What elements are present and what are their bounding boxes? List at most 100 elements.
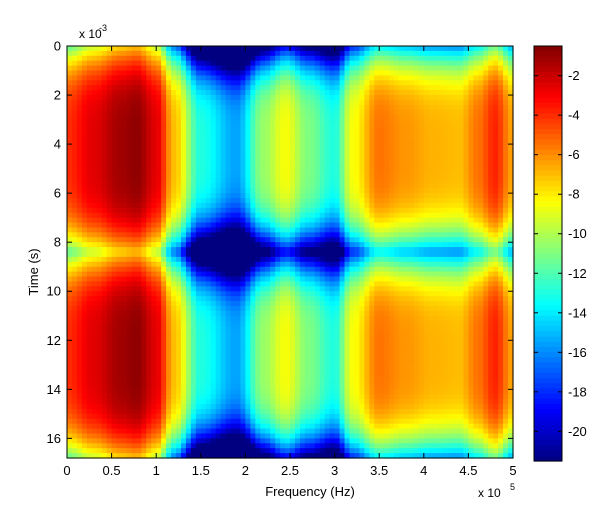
heatmap-cell — [106, 188, 113, 194]
heatmap-cell — [220, 237, 227, 243]
heatmap-cell — [86, 305, 93, 312]
heatmap-cell — [255, 109, 261, 116]
heatmap-cell — [81, 149, 88, 155]
heatmap-cell — [413, 85, 420, 91]
heatmap-cell — [423, 178, 430, 184]
heatmap-cell — [408, 256, 415, 263]
heatmap-cell — [285, 207, 291, 214]
heatmap-cell — [255, 129, 261, 135]
heatmap-cell — [220, 50, 227, 57]
heatmap-cell — [255, 296, 261, 302]
heatmap-cell — [413, 104, 420, 111]
heatmap-cell — [413, 217, 420, 224]
heatmap-cell — [126, 247, 133, 253]
heatmap-cell — [498, 173, 504, 180]
heatmap-cell — [101, 158, 108, 165]
heatmap-cell — [299, 193, 306, 199]
heatmap-cell — [344, 281, 351, 287]
heatmap-cell — [101, 178, 108, 184]
heatmap-cell — [275, 95, 281, 101]
heatmap-cell — [423, 134, 430, 140]
heatmap-cell — [81, 252, 88, 258]
heatmap-cell — [448, 296, 455, 302]
heatmap-cell — [319, 271, 326, 278]
heatmap-cell — [463, 202, 469, 209]
heatmap-cell — [448, 276, 455, 283]
heatmap-cell — [498, 183, 504, 189]
heatmap-cell — [185, 247, 192, 253]
heatmap-cell — [379, 149, 385, 155]
heatmap-cell — [220, 158, 227, 165]
heatmap-cell — [255, 55, 261, 62]
heatmap-cell — [448, 207, 455, 214]
heatmap-cell — [141, 266, 147, 273]
heatmap-cell — [438, 70, 445, 77]
heatmap-cell — [403, 256, 410, 263]
heatmap-cell — [176, 252, 182, 258]
heatmap-cell — [453, 114, 460, 121]
heatmap-cell — [294, 296, 301, 302]
heatmap-cell — [433, 70, 440, 77]
heatmap-cell — [304, 104, 311, 111]
heatmap-cell — [131, 261, 137, 268]
heatmap-cell — [290, 207, 296, 214]
heatmap-cell — [101, 286, 108, 292]
heatmap-cell — [116, 114, 123, 121]
heatmap-cell — [240, 134, 246, 140]
heatmap-cell — [280, 178, 286, 184]
heatmap-cell — [374, 291, 380, 297]
heatmap-cell — [245, 271, 251, 278]
heatmap-cell — [121, 163, 128, 170]
heatmap-cell — [299, 198, 306, 204]
heatmap-cell — [205, 129, 212, 135]
heatmap-cell — [349, 301, 356, 307]
heatmap-cell — [180, 271, 187, 278]
heatmap-cell — [379, 207, 385, 214]
heatmap-cell — [314, 75, 321, 81]
heatmap-cell — [220, 60, 227, 67]
heatmap-cell — [265, 85, 271, 91]
heatmap-cell — [418, 291, 425, 297]
heatmap-cell — [364, 188, 370, 194]
heatmap-cell — [423, 55, 430, 62]
heatmap-cell — [101, 271, 108, 278]
heatmap-cell — [458, 271, 465, 278]
heatmap-cell — [285, 50, 291, 57]
heatmap-cell — [136, 193, 142, 199]
heatmap-cell — [101, 296, 108, 302]
heatmap-cell — [91, 114, 98, 121]
heatmap-cell — [309, 207, 316, 214]
heatmap-cell — [131, 109, 137, 116]
heatmap-cell — [433, 198, 440, 204]
heatmap-cell — [304, 188, 311, 194]
heatmap-cell — [438, 227, 445, 233]
heatmap-cell — [81, 237, 88, 243]
heatmap-cell — [438, 237, 445, 243]
heatmap-cell — [508, 158, 514, 165]
heatmap-cell — [136, 50, 142, 57]
heatmap-cell — [384, 163, 390, 170]
heatmap-cell — [185, 310, 192, 317]
heatmap-cell — [76, 266, 83, 273]
heatmap-cell — [141, 65, 147, 72]
heatmap-cell — [166, 217, 172, 224]
heatmap-cell — [473, 109, 479, 116]
heatmap-cell — [96, 46, 103, 52]
heatmap-cell — [106, 163, 113, 170]
heatmap-cell — [443, 46, 450, 52]
heatmap-cell — [166, 55, 172, 62]
heatmap-cell — [146, 65, 152, 72]
heatmap-cell — [290, 232, 296, 238]
heatmap-cell — [101, 198, 108, 204]
heatmap-cell — [304, 242, 311, 248]
heatmap-cell — [374, 119, 380, 126]
heatmap-cell — [210, 65, 217, 72]
heatmap-cell — [255, 261, 261, 268]
heatmap-cell — [508, 60, 514, 67]
heatmap-cell — [101, 237, 108, 243]
heatmap-cell — [166, 252, 172, 258]
heatmap-cell — [344, 85, 351, 91]
heatmap-cell — [76, 134, 83, 140]
heatmap-cell — [265, 232, 271, 238]
heatmap-cell — [329, 95, 336, 101]
